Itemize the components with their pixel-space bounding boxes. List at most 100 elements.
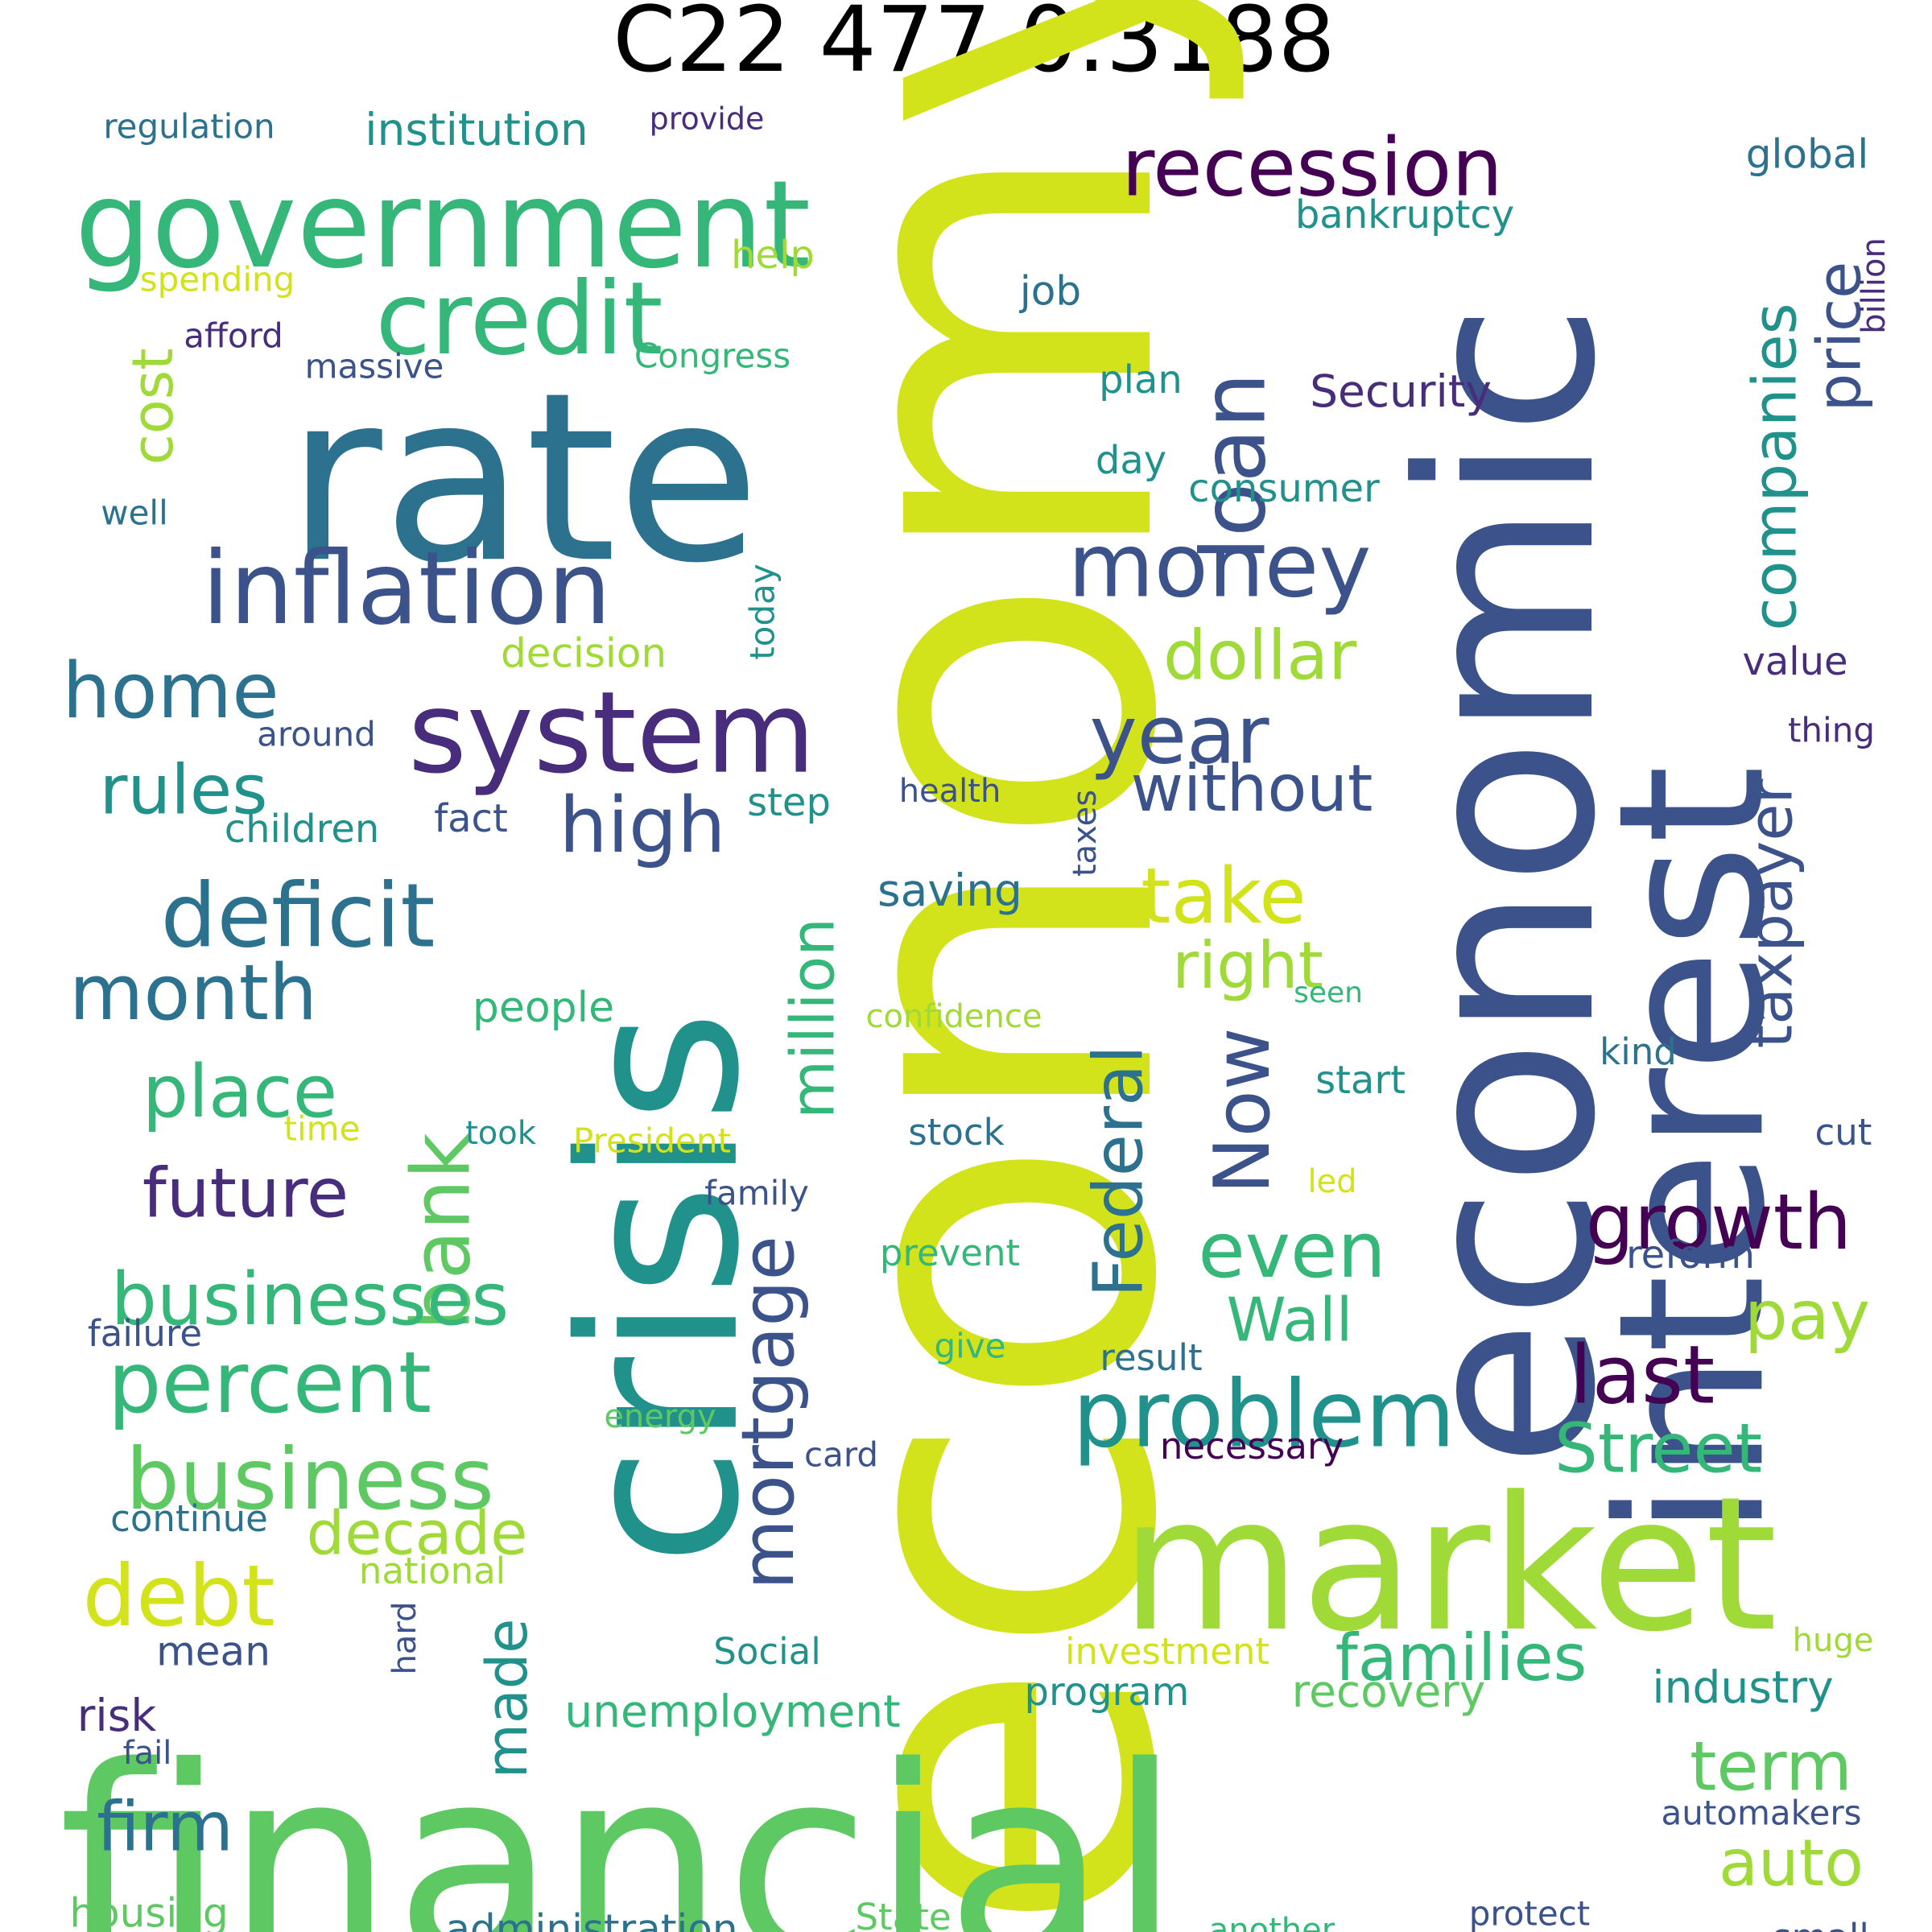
word-failure: failure [88, 1312, 202, 1355]
word-provide: provide [650, 101, 765, 137]
word-auto: auto [1719, 1826, 1864, 1901]
word-president: President [573, 1121, 731, 1161]
word-home: home [62, 647, 279, 736]
word-small: small [1773, 1916, 1869, 1932]
word-month: month [69, 949, 317, 1038]
word-mortgage: mortgage [726, 1236, 811, 1590]
word-fail: fail [123, 1735, 172, 1772]
word-billion: billion [1856, 237, 1893, 334]
word-financial: financial [58, 1710, 1181, 1932]
word-spending: spending [140, 260, 295, 299]
cloud-title: C22 477 0.3188 [613, 0, 1335, 93]
word-year: year [1089, 687, 1269, 782]
word-loan: loan [1182, 373, 1285, 562]
word-recovery: recovery [1292, 1666, 1486, 1717]
word-place: place [142, 1050, 337, 1134]
word-around: around [257, 715, 376, 754]
word-energy: energy [604, 1398, 716, 1435]
word-children: children [225, 807, 380, 852]
word-companies: companies [1740, 303, 1810, 630]
word-people: people [473, 984, 614, 1032]
word-system: system [408, 668, 815, 799]
word-huge: huge [1793, 1622, 1874, 1659]
word-massive: massive [305, 347, 444, 386]
word-cut: cut [1815, 1111, 1872, 1154]
word-confidence: confidence [866, 998, 1042, 1035]
word-even: even [1198, 1207, 1385, 1295]
word-hard: hard [386, 1602, 423, 1675]
word-continue: continue [110, 1497, 268, 1540]
word-today: today [743, 564, 782, 659]
word-risk: risk [77, 1690, 157, 1741]
word-job: job [1019, 268, 1081, 315]
word-families: families [1335, 1620, 1587, 1695]
word-thing: thing [1788, 711, 1875, 750]
word-congress: Congress [634, 336, 791, 376]
word-step: step [747, 780, 831, 825]
word-housing: housing [69, 1890, 228, 1932]
word-plan: plan [1099, 357, 1183, 402]
word-kind: kind [1600, 1030, 1677, 1073]
word-took: took [465, 1115, 537, 1152]
word-money: money [1068, 514, 1372, 617]
word-taxpayer: taxpayer [1736, 778, 1806, 1048]
word-federal: Federal [1079, 1045, 1158, 1297]
word-problem: problem [1072, 1361, 1455, 1469]
word-saving: saving [877, 865, 1022, 916]
word-day: day [1096, 438, 1166, 483]
word-without: without [1131, 751, 1373, 826]
word-give: give [934, 1327, 1005, 1366]
word-taxes: taxes [1067, 790, 1104, 877]
word-health: health [899, 773, 1001, 810]
word-decade: decade [307, 1498, 528, 1569]
word-dollar: dollar [1163, 616, 1356, 696]
word-unemployment: unemployment [564, 1686, 900, 1737]
word-automakers: automakers [1662, 1794, 1862, 1833]
word-prevent: prevent [880, 1232, 1020, 1274]
word-decision: decision [501, 630, 667, 677]
word-street: Street [1554, 1409, 1762, 1488]
word-protect: protect [1469, 1894, 1591, 1932]
word-crisis: crisis [534, 1010, 787, 1567]
word-cost: cost [120, 348, 186, 464]
word-led: led [1307, 1163, 1356, 1200]
word-seen: seen [1294, 976, 1363, 1009]
word-made: made [474, 1619, 540, 1779]
word-social: Social [713, 1630, 820, 1673]
word-industry: industry [1652, 1662, 1833, 1713]
word-administration: administration [445, 1906, 737, 1932]
word-bank: bank [394, 1133, 488, 1331]
word-consumer: consumer [1188, 466, 1380, 511]
word-million: million [778, 918, 848, 1119]
word-result: result [1100, 1336, 1202, 1379]
word-wall: Wall [1227, 1285, 1353, 1356]
word-debt: debt [82, 1547, 275, 1645]
word-card: card [804, 1435, 878, 1475]
word-percent: percent [108, 1334, 431, 1432]
word-now: Now [1199, 1028, 1287, 1195]
word-future: future [142, 1154, 349, 1233]
word-global: global [1746, 131, 1869, 178]
word-time: time [284, 1109, 361, 1149]
word-recession: recession [1121, 120, 1503, 214]
word-afford: afford [184, 316, 283, 356]
word-reform: reform [1626, 1232, 1755, 1278]
word-credit: credit [375, 261, 663, 378]
word-national: national [359, 1550, 506, 1592]
word-economic: economic [1368, 303, 1649, 1468]
word-value: value [1742, 639, 1847, 684]
word-well: well [101, 493, 168, 533]
word-government: government [75, 155, 811, 295]
word-mean: mean [156, 1629, 270, 1675]
word-rate: rate [286, 343, 760, 614]
word-state: State [855, 1896, 951, 1932]
word-rules: rules [99, 750, 267, 830]
word-program: program [1025, 1670, 1190, 1715]
word-price: price [1804, 262, 1875, 412]
word-right: right [1172, 928, 1323, 1003]
word-fact: fact [434, 796, 508, 841]
word-pay: pay [1744, 1276, 1870, 1356]
word-investment: investment [1065, 1630, 1269, 1673]
